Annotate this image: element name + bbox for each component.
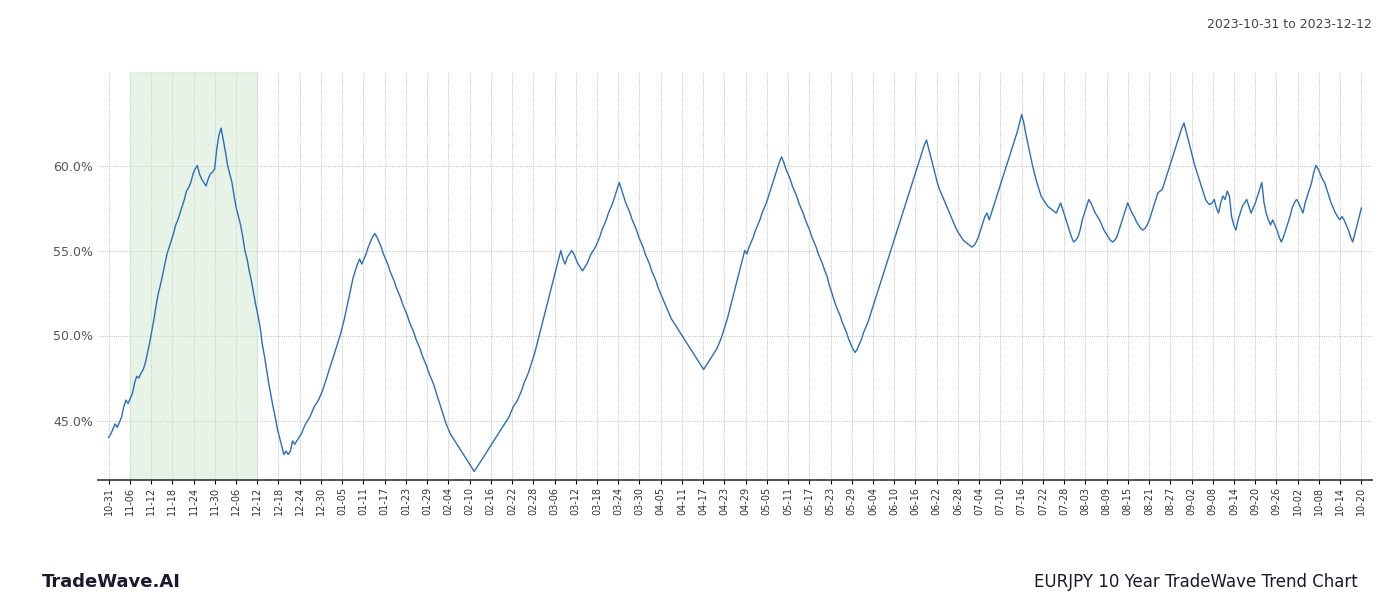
Text: 2023-10-31 to 2023-12-12: 2023-10-31 to 2023-12-12 bbox=[1207, 18, 1372, 31]
Bar bbox=[130, 72, 258, 480]
Text: EURJPY 10 Year TradeWave Trend Chart: EURJPY 10 Year TradeWave Trend Chart bbox=[1035, 573, 1358, 591]
Text: TradeWave.AI: TradeWave.AI bbox=[42, 573, 181, 591]
